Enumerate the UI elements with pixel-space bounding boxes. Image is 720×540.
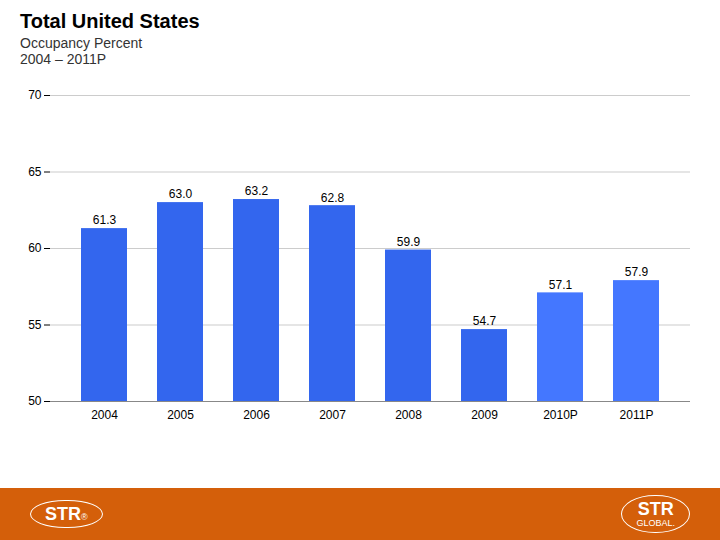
svg-text:2008: 2008 — [395, 408, 422, 422]
svg-text:60: 60 — [28, 241, 42, 255]
html-text:Total United States: Total United States — [20, 10, 200, 32]
svg-text:2004: 2004 — [91, 408, 118, 422]
svg-text:55: 55 — [28, 318, 42, 332]
svg-text:62.8: 62.8 — [321, 191, 345, 205]
svg-text:2007: 2007 — [319, 408, 346, 422]
html-text:2004 – 2011P: 2004 – 2011P — [20, 51, 107, 67]
svg-text:2010P: 2010P — [543, 408, 578, 422]
html-text:STR: STR — [637, 498, 674, 519]
svg-text:2011P: 2011P — [620, 408, 654, 422]
svg-text:59.9: 59.9 — [397, 235, 421, 249]
svg-text:2006: 2006 — [243, 408, 270, 422]
svg-text:65: 65 — [28, 165, 42, 179]
svg-text:54.7: 54.7 — [473, 314, 497, 328]
svg-text:63.0: 63.0 — [169, 187, 193, 201]
html-text:GLOBAL.: GLOBAL. — [636, 517, 675, 528]
svg-text:63.2: 63.2 — [245, 184, 269, 198]
svg-text:57.9: 57.9 — [625, 265, 649, 279]
svg-text:2009: 2009 — [471, 408, 498, 422]
svg-text:57.1: 57.1 — [549, 278, 573, 292]
svg-text:2005: 2005 — [167, 408, 194, 422]
svg-text:61.3: 61.3 — [93, 213, 117, 227]
html-text:Occupancy Percent: Occupancy Percent — [20, 35, 143, 51]
html-text:STR®: STR® — [45, 503, 88, 524]
svg-text:70: 70 — [28, 88, 42, 102]
svg-text:50: 50 — [28, 394, 42, 408]
